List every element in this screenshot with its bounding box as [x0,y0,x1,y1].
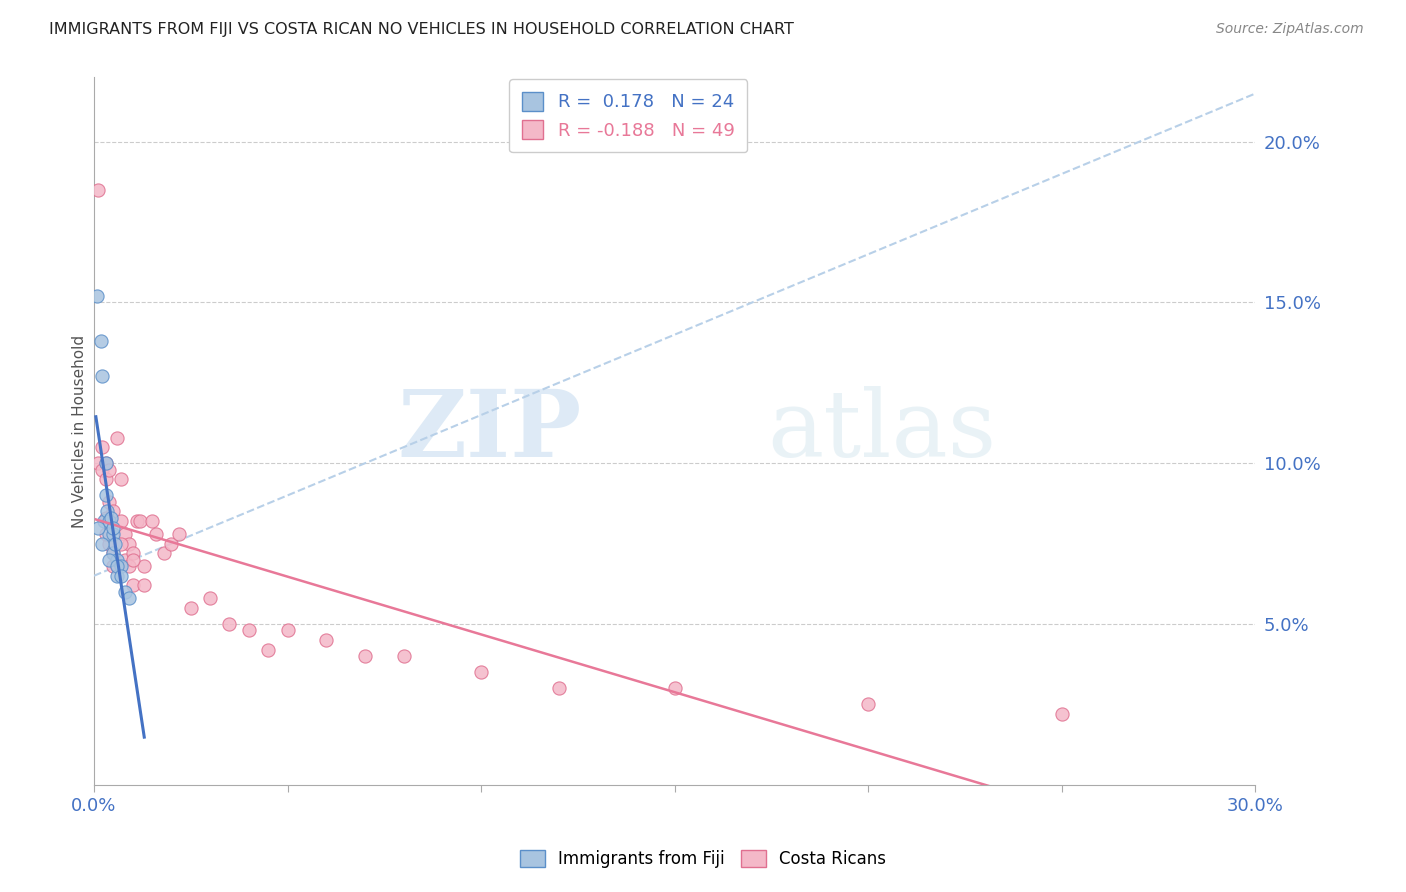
Point [180,601,202,615]
Point [98,527,121,541]
Point [257,642,280,657]
Point [98,463,121,477]
Point [94,456,117,470]
Point [86,289,108,303]
Point [103,504,125,518]
Point [94,472,117,486]
Text: ZIP: ZIP [398,386,582,476]
Point [87,520,110,534]
Point [315,633,337,648]
Point [90,334,112,348]
Point [125,514,148,528]
Point [141,514,163,528]
Point [160,536,183,550]
Point [198,591,221,606]
Point [103,559,125,574]
Legend: R =  0.178   N = 24, R = -0.188   N = 49: R = 0.178 N = 24, R = -0.188 N = 49 [509,79,748,153]
Point [110,472,132,486]
Point [118,559,141,574]
Point [103,546,125,560]
Point [105,552,128,566]
Point [98,495,121,509]
Point [98,536,121,550]
Point [547,681,569,696]
Point [121,546,143,560]
Point [114,527,136,541]
Point [114,585,136,599]
Legend: Immigrants from Fiji, Costa Ricans: Immigrants from Fiji, Costa Ricans [513,843,893,875]
Point [134,559,156,574]
Point [105,431,128,445]
Point [96,504,118,518]
Point [134,578,156,592]
Point [152,546,174,560]
Point [354,649,377,664]
Point [470,665,492,680]
Text: IMMIGRANTS FROM FIJI VS COSTA RICAN NO VEHICLES IN HOUSEHOLD CORRELATION CHART: IMMIGRANTS FROM FIJI VS COSTA RICAN NO V… [49,22,794,37]
Point [94,456,117,470]
Point [121,552,143,566]
Point [121,578,143,592]
Point [105,559,128,574]
Point [90,536,112,550]
Point [94,488,117,502]
Point [104,536,127,550]
Point [276,624,298,638]
Text: Source: ZipAtlas.com: Source: ZipAtlas.com [1216,22,1364,37]
Point [664,681,686,696]
Point [103,520,125,534]
Point [98,552,121,566]
Point [94,511,117,525]
Point [110,568,132,582]
Point [218,617,240,632]
Point [94,527,117,541]
Point [90,369,112,384]
Point [858,698,880,712]
Point [90,463,112,477]
Y-axis label: No Vehicles in Household: No Vehicles in Household [72,334,87,528]
Point [110,536,132,550]
Point [1050,706,1073,721]
Point [110,559,132,574]
Point [87,183,110,197]
Point [90,440,112,454]
Point [114,552,136,566]
Point [105,559,128,574]
Point [110,514,132,528]
Point [87,456,110,470]
Point [392,649,415,664]
Point [118,591,141,606]
Point [238,624,260,638]
Text: atlas: atlas [768,386,997,476]
Point [100,511,122,525]
Point [118,536,141,550]
Point [105,568,128,582]
Point [129,514,152,528]
Point [93,514,115,528]
Point [145,527,167,541]
Point [98,514,121,528]
Point [167,527,190,541]
Point [103,527,125,541]
Point [103,546,125,560]
